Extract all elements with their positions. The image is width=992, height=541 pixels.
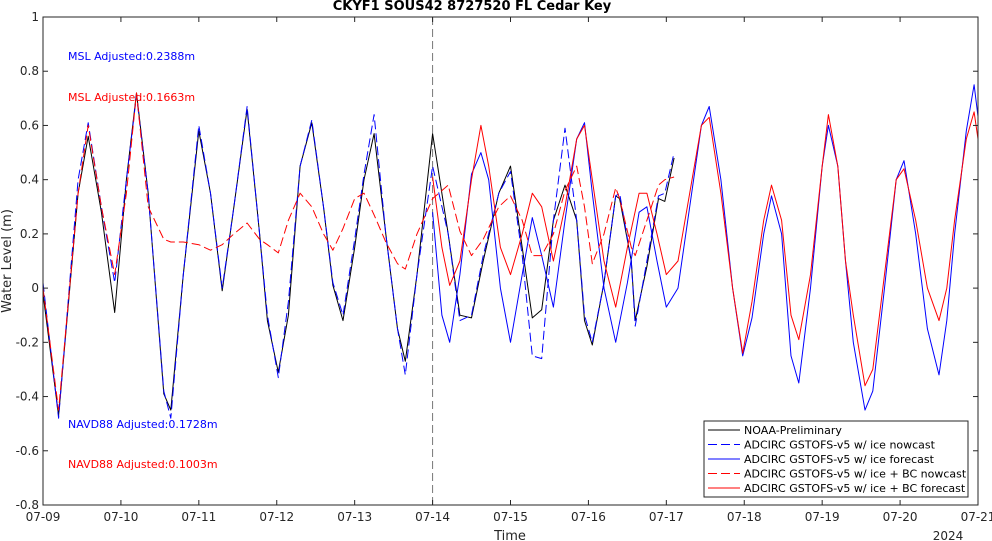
- y-tick-label: 0.6: [20, 118, 39, 132]
- datum-annotation: NAVD88 Adjusted:0.1003m: [68, 458, 218, 471]
- x-tick-label: 07-17: [649, 510, 684, 524]
- legend-entry: ADCIRC GSTOFS-v5 w/ ice nowcast: [744, 439, 936, 452]
- x-tick-label: 07-18: [727, 510, 762, 524]
- legend-entry: ADCIRC GSTOFS-v5 w/ ice forecast: [744, 453, 935, 466]
- x-tick-label: 07-14: [415, 510, 450, 524]
- x-tick-label: 07-09: [26, 510, 61, 524]
- series-line-3: [43, 92, 675, 411]
- series-group: [43, 84, 978, 419]
- y-tick-label: -0.2: [16, 335, 39, 349]
- legend: NOAA-Preliminary ADCIRC GSTOFS-v5 w/ ice …: [703, 420, 969, 498]
- y-tick-label: -0.6: [16, 444, 39, 458]
- y-tick-label: -0.8: [16, 498, 39, 512]
- y-tick-label: 0.8: [20, 64, 39, 78]
- axes: 07-09 07-10 07-11 07-12 07-13 07-14 07-15 07-16…: [16, 10, 992, 524]
- y-tick-label: 0.4: [20, 173, 39, 187]
- series-line-1: [43, 95, 675, 419]
- year-label: 2024: [933, 529, 964, 541]
- x-tick-label: 07-13: [337, 510, 372, 524]
- datum-annotation: MSL Adjusted:0.1663m: [68, 91, 195, 104]
- datum-annotation: MSL Adjusted:0.2388m: [68, 50, 195, 63]
- series-line-4: [432, 111, 978, 387]
- legend-entry: ADCIRC GSTOFS-v5 w/ ice + BC forecast: [744, 482, 966, 495]
- datum-annotation: NAVD88 Adjusted:0.1728m: [68, 418, 218, 431]
- x-tick-label: 07-15: [493, 510, 528, 524]
- legend-box: [703, 420, 969, 498]
- datum-annotations: MSL Adjusted:0.2388m MSL Adjusted:0.1663m…: [68, 50, 218, 471]
- y-tick-label: 0: [31, 281, 39, 295]
- x-tick-label: 07-11: [181, 510, 216, 524]
- y-tick-label: 0.2: [20, 227, 39, 241]
- legend-entry: ADCIRC GSTOFS-v5 w/ ice + BC nowcast: [744, 468, 967, 481]
- plot-area: [43, 17, 978, 505]
- x-tick-label: 07-16: [571, 510, 606, 524]
- x-tick-label: 07-12: [259, 510, 294, 524]
- chart-title: CKYF1 SOUS42 8727520 FL Cedar Key: [333, 0, 612, 14]
- x-axis-title: Time: [493, 529, 526, 541]
- x-tick-label: 07-19: [805, 510, 840, 524]
- y-tick-label: 1: [31, 10, 39, 24]
- x-tick-label: 07-20: [883, 510, 918, 524]
- x-tick-label: 07-10: [103, 510, 138, 524]
- series-line-0: [43, 92, 675, 416]
- x-tick-label: 07-21: [961, 510, 992, 524]
- y-axis-title: Water Level (m): [0, 209, 15, 313]
- legend-entry: NOAA-Preliminary: [744, 424, 842, 437]
- y-tick-label: -0.4: [16, 390, 39, 404]
